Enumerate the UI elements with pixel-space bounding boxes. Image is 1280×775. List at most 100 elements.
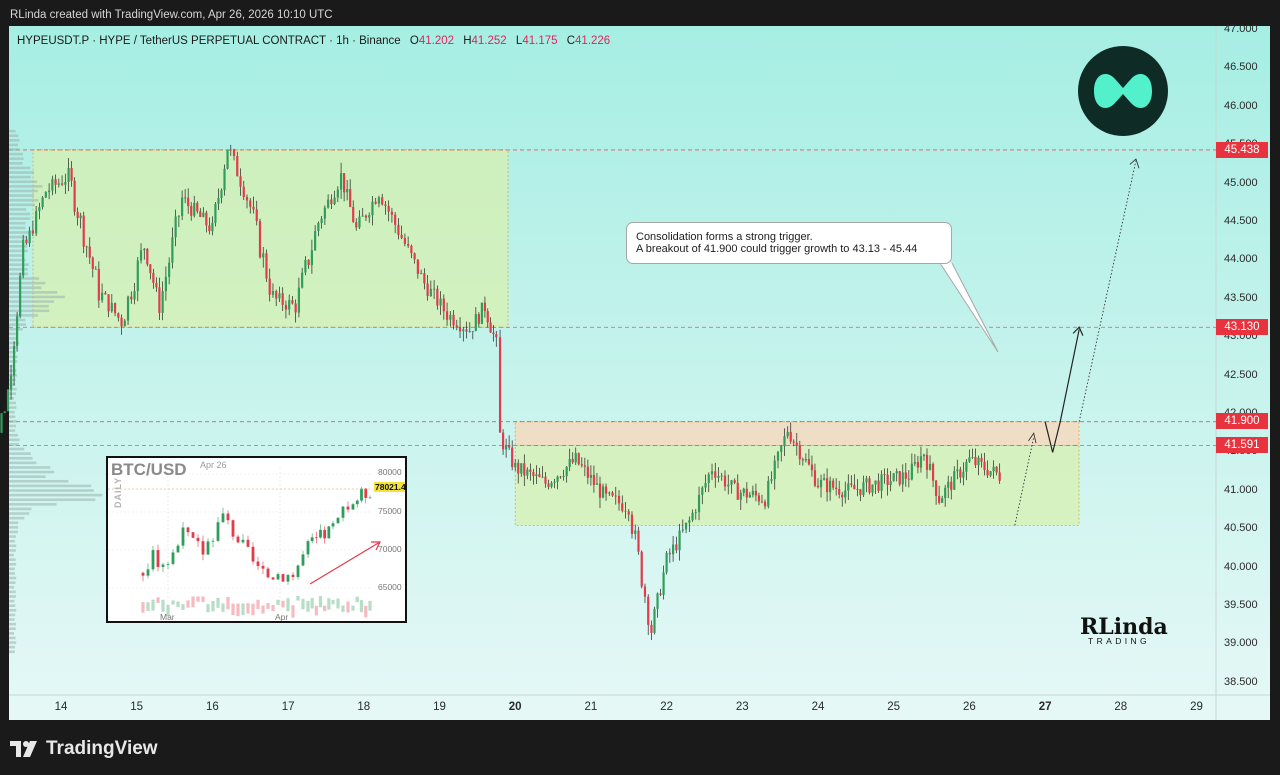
inset-candle-body — [221, 513, 225, 523]
candle-body — [904, 472, 907, 479]
volume-profile-bar — [9, 295, 65, 299]
inset-volume-bar — [216, 597, 220, 608]
volume-profile-layer — [9, 129, 103, 654]
candle-body — [439, 298, 442, 306]
candle-body — [832, 480, 835, 488]
inset-candle-body — [151, 550, 155, 570]
inset-volume-bar — [266, 603, 270, 609]
inset-candle-body — [323, 529, 327, 539]
volume-profile-bar — [9, 134, 19, 137]
candle-body — [407, 244, 410, 246]
volume-profile-bar — [9, 576, 17, 580]
price-label-resistance: 41.591 — [1216, 437, 1268, 453]
candle-body — [574, 453, 577, 463]
candle-body — [763, 501, 767, 507]
inset-y-tick: 80000 — [378, 467, 402, 477]
inset-volume-bar — [141, 602, 145, 613]
candle-body — [442, 298, 445, 312]
inset-volume-bar — [306, 600, 310, 612]
candle-body — [553, 481, 556, 483]
time-axis-tick: 22 — [660, 701, 673, 713]
candle-body — [665, 552, 668, 573]
candle-body — [913, 462, 916, 464]
candle-body — [865, 478, 868, 483]
candle-body — [733, 480, 736, 483]
volume-profile-bar — [9, 604, 16, 607]
inset-candle-body — [276, 574, 280, 580]
volume-profile-bar — [9, 535, 16, 538]
volume-profile-bar — [9, 350, 16, 354]
volume-profile-bar — [9, 438, 20, 442]
volume-profile-bar — [9, 452, 31, 455]
candle-body — [76, 211, 79, 219]
candle-body — [262, 253, 265, 258]
candle-body — [364, 215, 368, 218]
time-axis-tick: 24 — [811, 701, 825, 713]
candle-body — [907, 478, 910, 480]
candle-body — [691, 512, 694, 521]
volume-profile-bar — [9, 512, 30, 515]
candle-body — [583, 465, 586, 467]
inset-candle-body — [191, 532, 195, 538]
candle-body — [850, 483, 853, 485]
candle-body — [989, 471, 992, 476]
inset-volume-bar — [323, 605, 327, 612]
candle-body — [44, 192, 47, 198]
inset-x-tick: Apr — [275, 612, 289, 622]
candle-body — [317, 223, 320, 231]
candle-body — [653, 608, 656, 633]
price-axis-tick: 44.000 — [1224, 253, 1258, 266]
candle-body — [965, 461, 968, 472]
candle-body — [420, 273, 423, 274]
candle-body — [199, 211, 202, 217]
candle-body — [776, 451, 780, 461]
candle-body — [48, 190, 51, 193]
candle-body — [343, 173, 346, 193]
scenario-path — [1044, 329, 1080, 453]
time-axis-tick: 19 — [433, 701, 446, 713]
candle-body — [226, 149, 229, 169]
ohlc-low-value: 41.175 — [522, 35, 558, 47]
candle-body — [838, 488, 841, 495]
inset-candle-body — [355, 500, 359, 505]
candle-body — [901, 472, 904, 485]
inset-candle-body — [314, 537, 318, 539]
price-axis-tick: 41.000 — [1224, 483, 1258, 496]
levels-layer — [9, 149, 1216, 446]
inset-volume-bar — [291, 605, 295, 618]
inset-candle-body — [241, 539, 245, 543]
inset-volume-bar — [201, 596, 205, 603]
candle-body — [630, 514, 634, 534]
candle-body — [995, 466, 998, 473]
zone-rect — [514, 445, 1080, 526]
candle-body — [868, 478, 871, 493]
annotation-callout[interactable]: Consolidation forms a strong trigger. A … — [626, 222, 952, 264]
time-axis-tick: 28 — [1114, 701, 1128, 713]
candle-body — [950, 481, 953, 490]
volume-profile-bar — [9, 447, 25, 451]
candle-body — [568, 458, 571, 467]
volume-profile-bar — [9, 291, 58, 294]
inset-candle-body — [186, 527, 190, 533]
candle-body — [193, 202, 196, 216]
candle-body — [968, 457, 971, 462]
volume-profile-bar — [9, 618, 15, 621]
inset-volume-bar — [281, 600, 285, 608]
callout-pointer — [939, 262, 999, 353]
tradingview-logo[interactable]: TradingView — [10, 738, 158, 760]
price-axis-tick: 43.500 — [1224, 291, 1258, 304]
inset-candle-body — [201, 541, 205, 555]
inset-volume-bar — [161, 599, 165, 612]
inset-volume-bar — [301, 598, 305, 610]
candle-body — [381, 197, 384, 205]
candle-body — [85, 246, 88, 248]
candle-body — [659, 593, 662, 595]
candle-body — [780, 446, 783, 452]
ohlc-low-key: L — [515, 35, 523, 47]
inset-candle-body — [360, 488, 363, 501]
candle-body — [804, 458, 807, 461]
volume-profile-bar — [9, 314, 39, 317]
author-logo: RLinda TRADING — [1080, 614, 1168, 646]
candle-body — [323, 207, 326, 219]
